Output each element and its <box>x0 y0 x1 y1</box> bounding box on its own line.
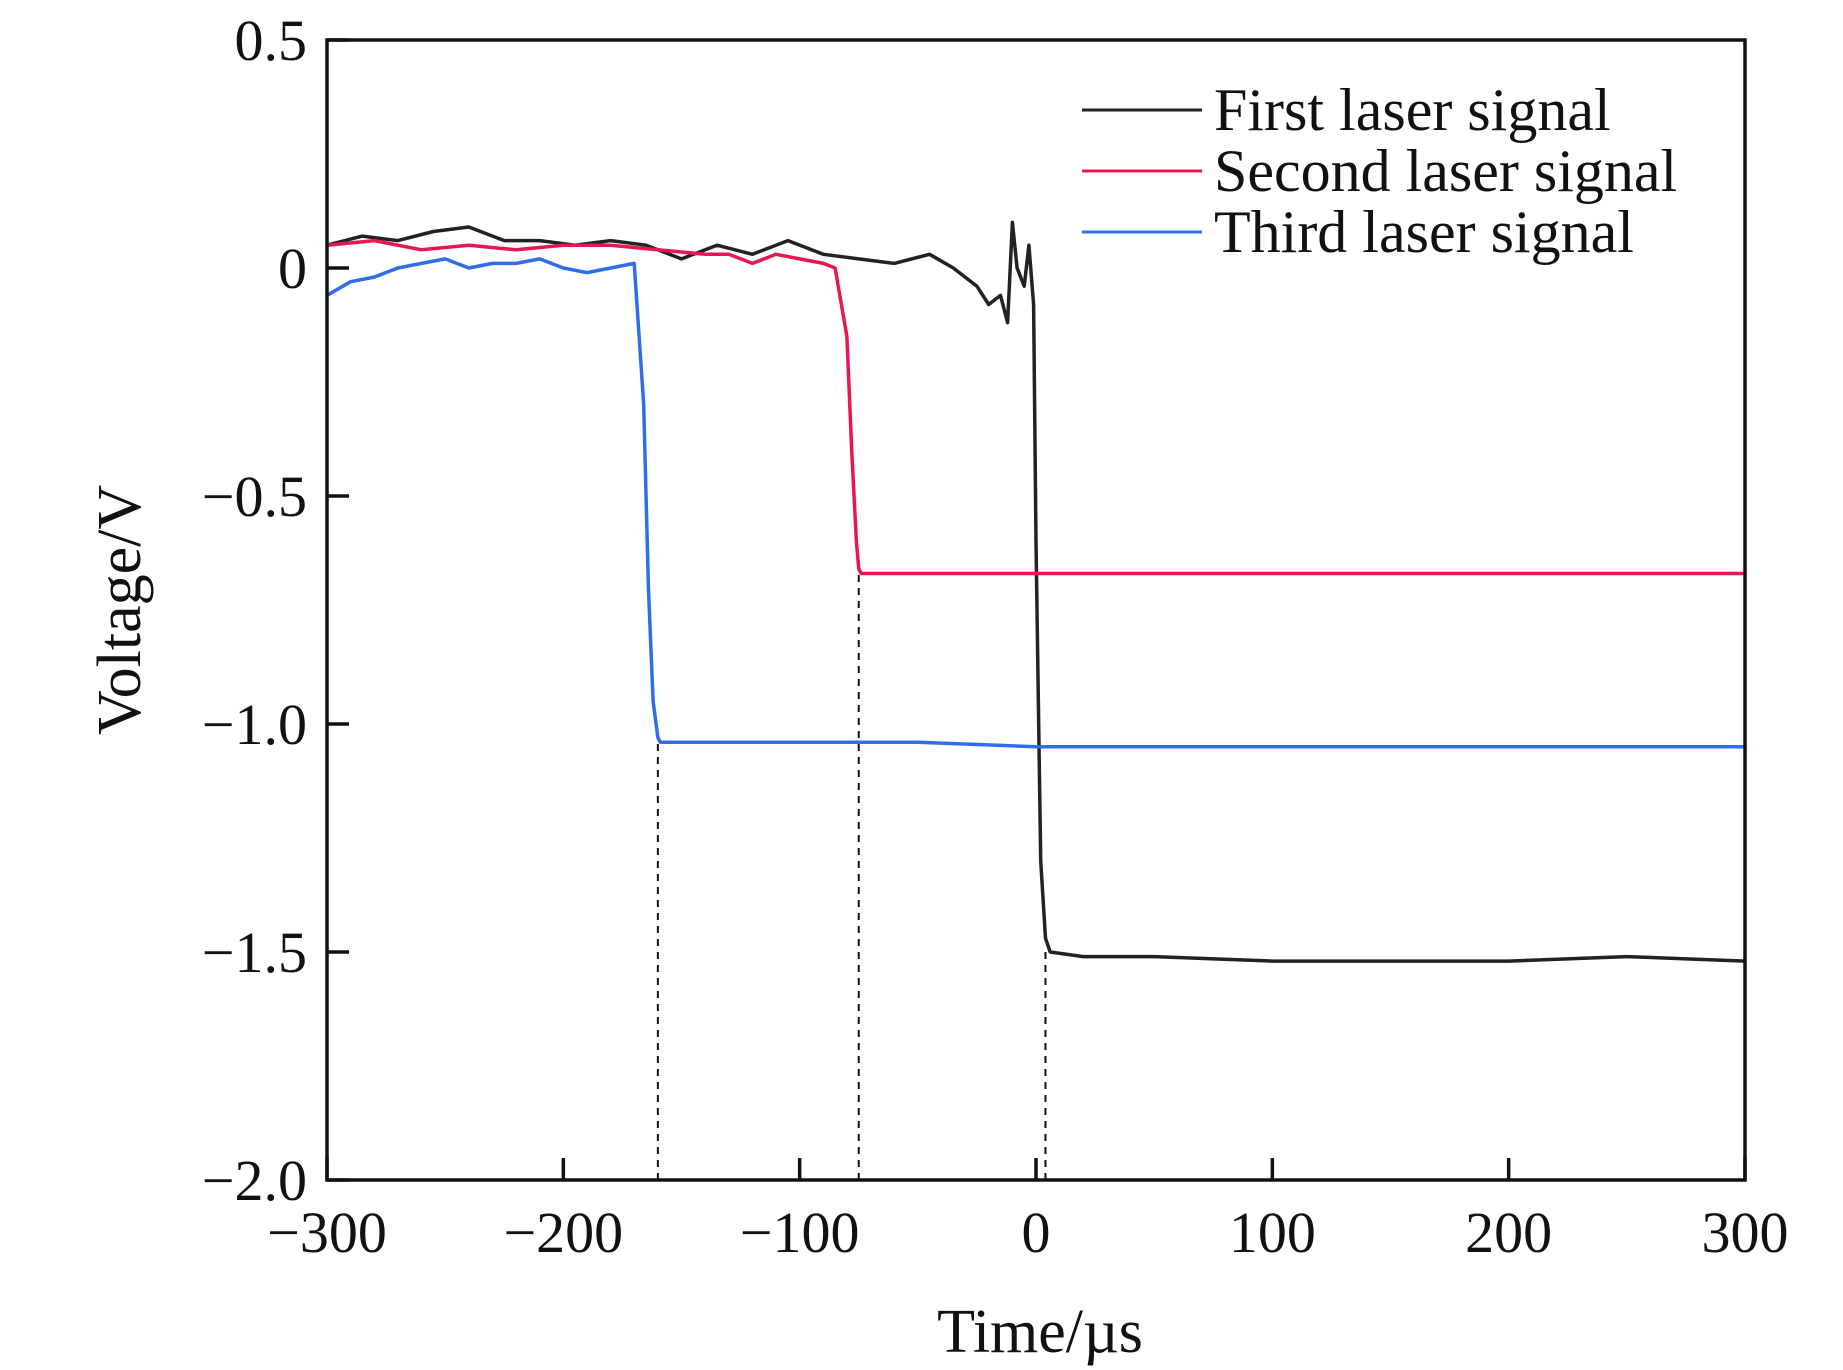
y-tick-label: −1.5 <box>202 920 307 985</box>
y-tick-label: −1.0 <box>202 692 307 757</box>
y-tick-label: 0.5 <box>235 8 308 73</box>
x-tick-label: 0 <box>1022 1200 1051 1265</box>
legend-label-second-laser-signal: Second laser signal <box>1214 138 1677 204</box>
x-axis-label: Time/µs <box>937 1298 1143 1366</box>
x-axis-ticks: −300 −200 −100 0 100 200 300 <box>267 1158 1789 1265</box>
y-tick-label: 0 <box>278 236 307 301</box>
x-tick-label: 200 <box>1465 1200 1552 1265</box>
x-tick-label: −100 <box>740 1200 860 1265</box>
series-line-second-laser-signal <box>325 238 1747 576</box>
y-tick-label: −0.5 <box>202 464 307 529</box>
x-tick-label: −200 <box>503 1200 623 1265</box>
series-line-first-laser-signal <box>325 220 1747 963</box>
x-tick-label: 100 <box>1229 1200 1316 1265</box>
y-axis-label: Voltage/V <box>86 485 154 735</box>
reference-lines <box>656 573 1047 1180</box>
legend-label-third-laser-signal: Third laser signal <box>1214 199 1634 265</box>
y-axis-ticks: 0.5 0 −0.5 −1.0 −1.5 −2.0 <box>202 8 349 1213</box>
y-tick-label: −2.0 <box>202 1148 307 1213</box>
x-tick-label: 300 <box>1702 1200 1789 1265</box>
series-line-third-laser-signal <box>325 257 1747 749</box>
legend-label-first-laser-signal: First laser signal <box>1214 77 1611 143</box>
series-lines <box>325 220 1747 963</box>
x-tick-label: −300 <box>267 1200 387 1265</box>
